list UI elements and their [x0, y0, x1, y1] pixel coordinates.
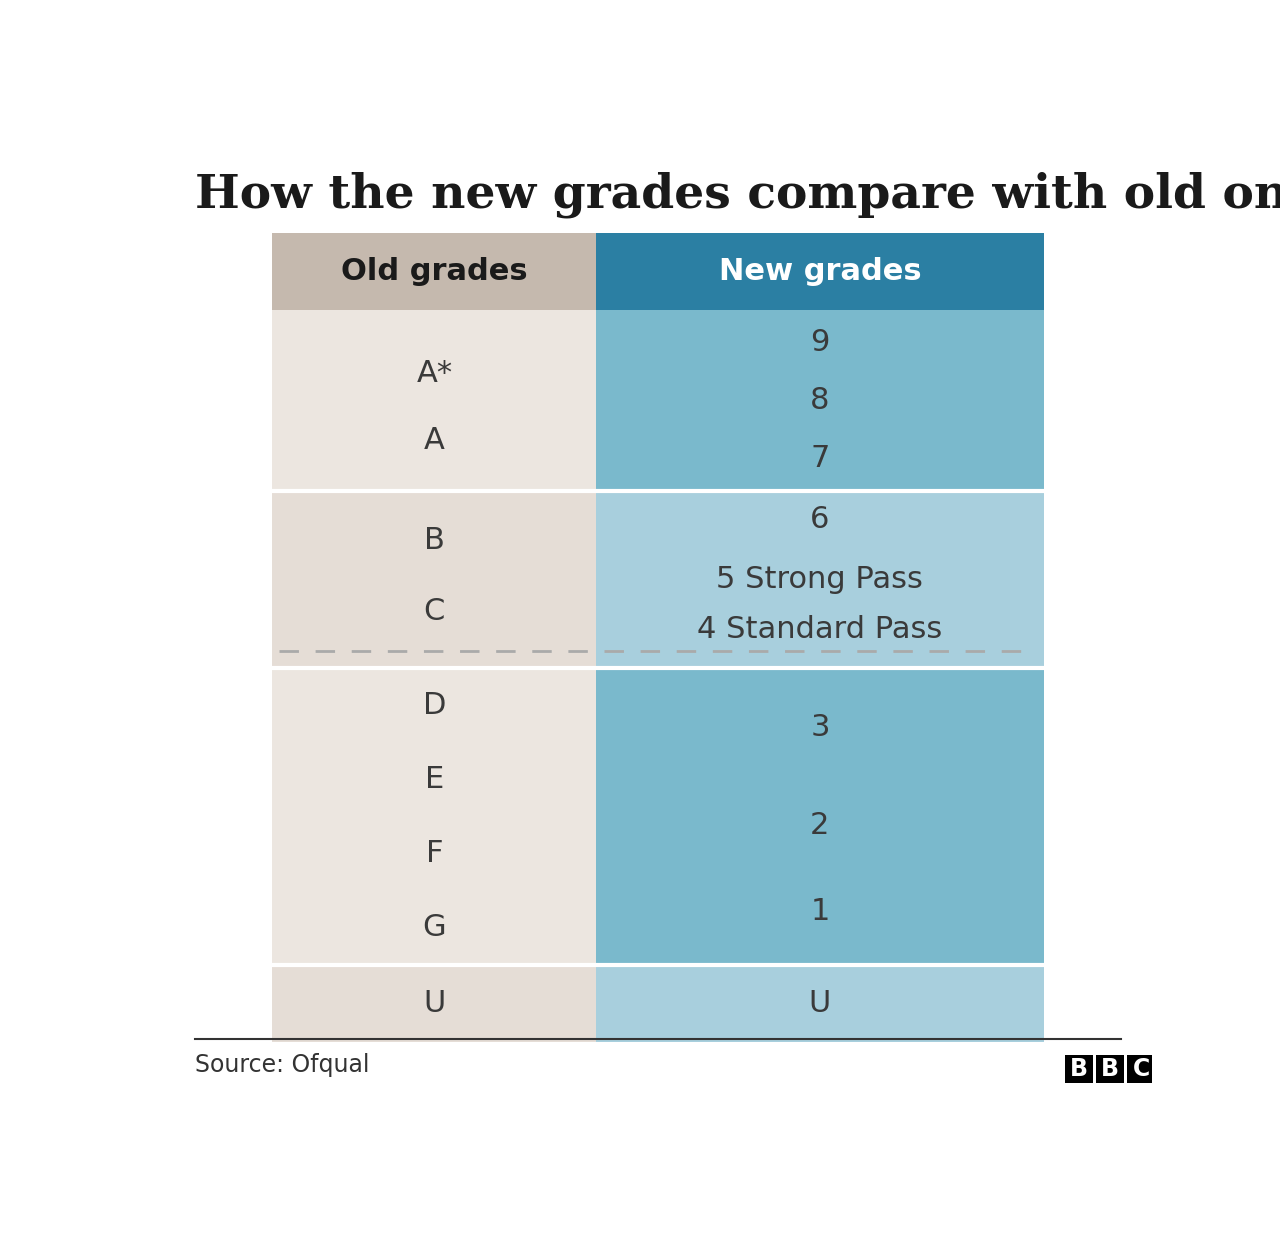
Bar	[273, 668, 596, 964]
Bar	[596, 310, 1043, 491]
Text: Old grades: Old grades	[340, 258, 527, 286]
Bar	[1096, 1055, 1124, 1082]
Bar	[1065, 1055, 1093, 1082]
Bar	[1128, 1055, 1155, 1082]
Bar	[273, 491, 596, 668]
Text: B: B	[424, 526, 444, 555]
Text: Source: Ofqual: Source: Ofqual	[195, 1052, 370, 1077]
Text: 9: 9	[810, 328, 829, 357]
Text: G: G	[422, 913, 447, 942]
Text: 5 Strong Pass: 5 Strong Pass	[717, 565, 923, 595]
Text: U: U	[809, 989, 831, 1018]
Text: F: F	[425, 838, 443, 868]
Text: D: D	[422, 690, 445, 720]
Bar	[273, 310, 596, 491]
Text: A*: A*	[416, 360, 452, 388]
Text: C: C	[1133, 1056, 1149, 1081]
Text: B: B	[1101, 1056, 1119, 1081]
Text: C: C	[424, 597, 445, 626]
Text: 4 Standard Pass: 4 Standard Pass	[698, 615, 942, 644]
Bar	[273, 233, 596, 310]
Bar	[596, 668, 1043, 964]
Bar	[596, 964, 1043, 1041]
Text: How the new grades compare with old ones: How the new grades compare with old ones	[195, 172, 1280, 218]
Text: 8: 8	[810, 386, 829, 415]
Text: New grades: New grades	[718, 258, 922, 286]
Bar	[596, 233, 1043, 310]
Text: A: A	[424, 425, 444, 455]
Text: 1: 1	[810, 897, 829, 926]
Text: E: E	[425, 765, 444, 794]
Text: B: B	[1070, 1056, 1088, 1081]
Bar	[596, 491, 1043, 668]
Text: 3: 3	[810, 713, 829, 743]
Text: 2: 2	[810, 811, 829, 840]
Bar	[273, 964, 596, 1041]
Text: U: U	[424, 989, 445, 1018]
Text: 7: 7	[810, 444, 829, 473]
Text: 6: 6	[810, 505, 829, 534]
